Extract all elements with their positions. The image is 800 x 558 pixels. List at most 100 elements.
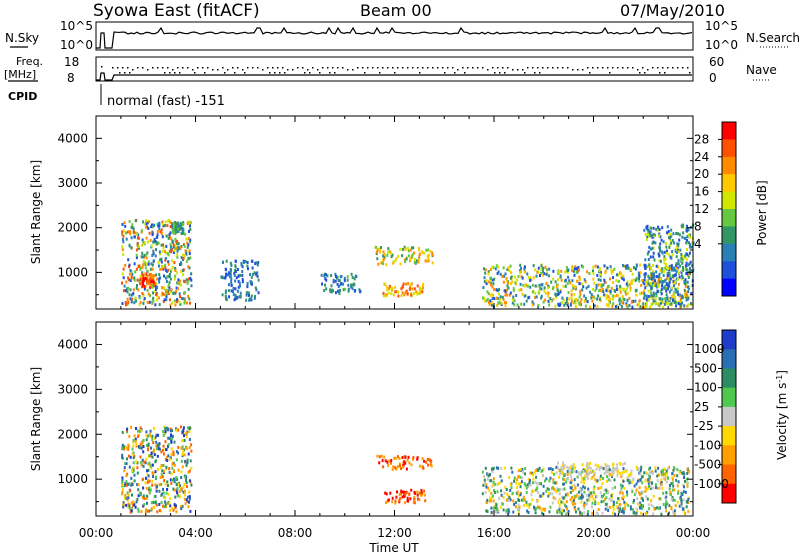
scatter-cell (635, 263, 638, 267)
scatter-cell (182, 231, 185, 235)
scatter-cell (165, 505, 167, 508)
scatter-cell (491, 494, 494, 498)
scatter-cell (531, 300, 534, 304)
scatter-cell (487, 270, 490, 274)
x-tick-label: 08:00 (278, 526, 313, 540)
scatter-cell (183, 279, 186, 283)
scatter-cell (557, 302, 560, 306)
scatter-cell (543, 479, 546, 483)
scatter-cell (164, 224, 167, 227)
scatter-cell (589, 466, 592, 470)
scatter-cell (376, 248, 379, 252)
scatter-cell (188, 495, 191, 499)
freq-dot (657, 67, 659, 69)
scatter-cell (179, 227, 181, 231)
scatter-cell (612, 511, 614, 515)
scatter-cell (403, 460, 406, 464)
scatter-cell (605, 303, 608, 307)
scatter-cell (658, 247, 661, 251)
scatter-cell (239, 284, 241, 288)
scatter-cell (244, 260, 247, 263)
freq-dot (322, 67, 324, 69)
scatter-cell (492, 477, 495, 481)
scatter-cell (132, 440, 135, 444)
scatter-cell (122, 240, 125, 244)
scatter-cell (579, 289, 582, 293)
scatter-cell (512, 499, 515, 503)
scatter-cell (156, 454, 159, 458)
scatter-cell (171, 259, 174, 263)
scatter-cell (413, 495, 416, 499)
scatter-cell (411, 287, 414, 291)
scatter-cell (654, 279, 657, 283)
scatter-cell (663, 250, 666, 254)
scatter-cell (626, 305, 629, 309)
scatter-cell (425, 248, 428, 252)
scatter-cell (583, 504, 586, 508)
scatter-cell (600, 495, 603, 499)
scatter-cell (631, 305, 634, 309)
scatter-cell (496, 490, 499, 494)
nsky-label: N.Sky (5, 31, 39, 45)
scatter-cell (123, 484, 126, 488)
scatter-cell (152, 505, 155, 509)
scatter-cell (386, 288, 389, 292)
scatter-cell (681, 276, 684, 280)
scatter-cell (127, 443, 130, 447)
scatter-cell (177, 224, 180, 228)
scatter-cell (134, 505, 137, 509)
freq-dot (659, 72, 661, 74)
scatter-cell (599, 266, 601, 270)
freq-dot (532, 67, 534, 69)
scatter-cell (185, 463, 188, 467)
scatter-cell (175, 450, 178, 454)
scatter-cell (165, 426, 168, 430)
scatter-cell (579, 300, 582, 304)
scatter-cell (659, 268, 662, 272)
scatter-cell (516, 478, 519, 482)
scatter-cell (564, 493, 567, 497)
y-tick-label: 3000 (57, 176, 88, 190)
scatter-cell (158, 222, 160, 225)
scatter-cell (685, 282, 688, 286)
freq-dot (137, 67, 139, 69)
scatter-cell (562, 461, 565, 465)
scatter-cell (181, 253, 184, 257)
scatter-cell (647, 282, 650, 286)
scatter-cell (384, 282, 387, 286)
colorbar-tick-label: 20 (694, 167, 709, 181)
scatter-cell (669, 297, 672, 301)
scatter-cell (569, 472, 572, 476)
scatter-cell (236, 268, 239, 271)
scatter-cell (489, 268, 492, 272)
scatter-cell (499, 505, 502, 509)
scatter-cell (173, 480, 176, 484)
scatter-cell (642, 498, 644, 502)
scatter-cell (400, 467, 402, 471)
scatter-cell (179, 224, 182, 228)
scatter-cell (644, 305, 646, 309)
scatter-cell (672, 279, 675, 283)
scatter-cell (578, 268, 580, 272)
scatter-cell (540, 469, 543, 473)
scatter-cell (124, 224, 127, 228)
scatter-cell (579, 496, 582, 500)
scatter-cell (150, 225, 153, 229)
freq-dot (524, 72, 526, 74)
scatter-cell (158, 280, 161, 284)
scatter-cell (401, 456, 404, 459)
scatter-cell (418, 246, 420, 250)
scatter-cell (649, 231, 652, 235)
scatter-cell (664, 297, 667, 301)
scatter-cell (665, 289, 668, 293)
scatter-cell (162, 433, 165, 437)
scatter-cell (591, 295, 594, 298)
scatter-cell (230, 277, 233, 281)
scatter-cell (180, 270, 183, 273)
scatter-cell (541, 494, 544, 498)
scatter-cell (164, 290, 167, 293)
scatter-cell (512, 287, 515, 291)
colorbar-tick-label: -1000 (694, 477, 729, 491)
scatter-cell (575, 271, 578, 274)
scatter-cell (665, 266, 668, 270)
